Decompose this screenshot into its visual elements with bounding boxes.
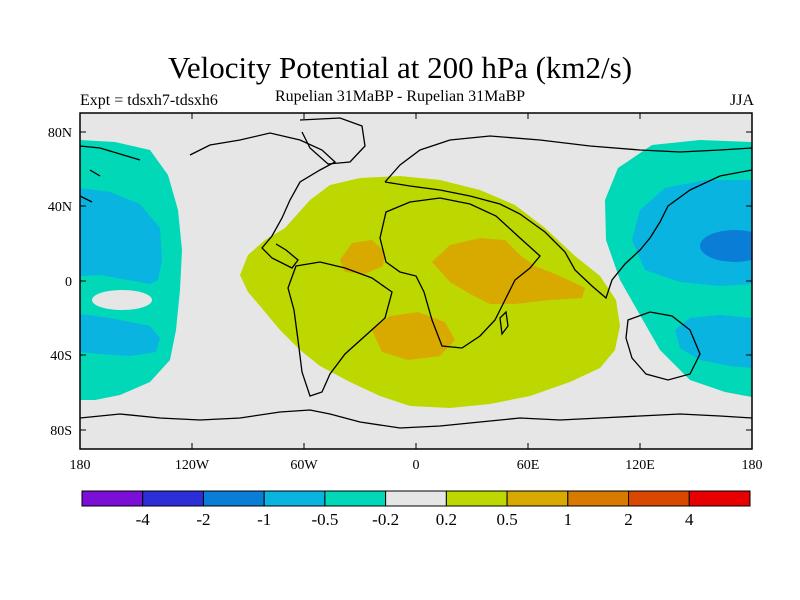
positive-core-south-atlantic xyxy=(372,312,455,360)
lat-axis xyxy=(80,131,752,431)
positive-core-south-america xyxy=(340,240,385,274)
coastline-madagascar xyxy=(499,310,509,336)
coastline-africa xyxy=(379,197,541,349)
colorbar-label: -4 xyxy=(136,510,151,529)
lat-tick-label: 80N xyxy=(48,126,72,141)
colorbar-swatch xyxy=(385,490,447,507)
lon-tick-label: 60W xyxy=(290,458,318,473)
colorbar-swatch xyxy=(445,490,508,507)
negative-region-east-inner2 xyxy=(675,315,752,368)
coastline-pacific-islands-west xyxy=(80,145,141,203)
positive-region-central xyxy=(240,176,620,408)
colorbar-label: 0.2 xyxy=(436,510,457,529)
coastline-antarctica xyxy=(80,409,752,429)
chart-title: Velocity Potential at 200 hPa (km2/s) xyxy=(167,50,633,85)
colorbar-label: 4 xyxy=(685,510,694,529)
lon-tick-label: 120W xyxy=(175,458,210,473)
coastline-north-america xyxy=(189,132,337,269)
coastline-south-america xyxy=(287,261,393,397)
colorbar-label: 0.5 xyxy=(496,510,517,529)
colorbar-label: -2 xyxy=(196,510,210,529)
coastlines xyxy=(80,117,752,429)
colorbar-swatch xyxy=(142,490,204,507)
colorbar-label: -0.2 xyxy=(372,510,399,529)
lon-tick-label: 180 xyxy=(742,458,763,473)
colorbar-swatch xyxy=(506,490,569,507)
lat-tick-label: 0 xyxy=(65,275,72,290)
colorbar-label: 2 xyxy=(624,510,633,529)
lat-tick-label: 40N xyxy=(48,200,72,215)
coastline-australia xyxy=(625,311,701,381)
colorbar-swatch xyxy=(567,490,630,507)
season-label: JJA xyxy=(729,92,754,109)
lon-tick-label: 120E xyxy=(625,458,655,473)
experiment-label: Expt = tdsxh7-tdsxh6 xyxy=(80,92,218,109)
colorbar-swatch xyxy=(324,490,387,507)
negative-core-east xyxy=(700,230,752,262)
negative-region-west-inner xyxy=(80,188,162,284)
colorbar-swatch xyxy=(202,490,265,507)
coastline-eurasia xyxy=(384,135,752,300)
chart-subtitle: Rupelian 31MaBP - Rupelian 31MaBP xyxy=(274,88,526,105)
lat-tick-label: 40S xyxy=(50,349,72,364)
colorbar-label: 1 xyxy=(564,510,573,529)
lat-tick-label: 80S xyxy=(50,424,72,439)
colorbar: -4 -2 -1 -0.5 -0.2 0.2 0.5 1 2 4 xyxy=(81,490,751,529)
lon-tick-label: 180 xyxy=(70,458,91,473)
coastline-greenland xyxy=(299,117,366,165)
lon-tick-label: 0 xyxy=(413,458,420,473)
negative-region-west-inner2 xyxy=(80,314,160,356)
lon-tick-label: 60E xyxy=(517,458,540,473)
contour-fields xyxy=(80,117,752,429)
positive-core-africa xyxy=(432,238,585,304)
colorbar-swatch xyxy=(688,490,751,507)
colorbar-label: -0.5 xyxy=(311,510,338,529)
colorbar-label: -1 xyxy=(257,510,271,529)
colorbar-swatch xyxy=(263,490,326,507)
colorbar-swatch xyxy=(81,490,144,507)
colorbar-swatch xyxy=(628,490,690,507)
lon-axis xyxy=(79,113,641,449)
neutral-hole-west xyxy=(92,290,152,310)
